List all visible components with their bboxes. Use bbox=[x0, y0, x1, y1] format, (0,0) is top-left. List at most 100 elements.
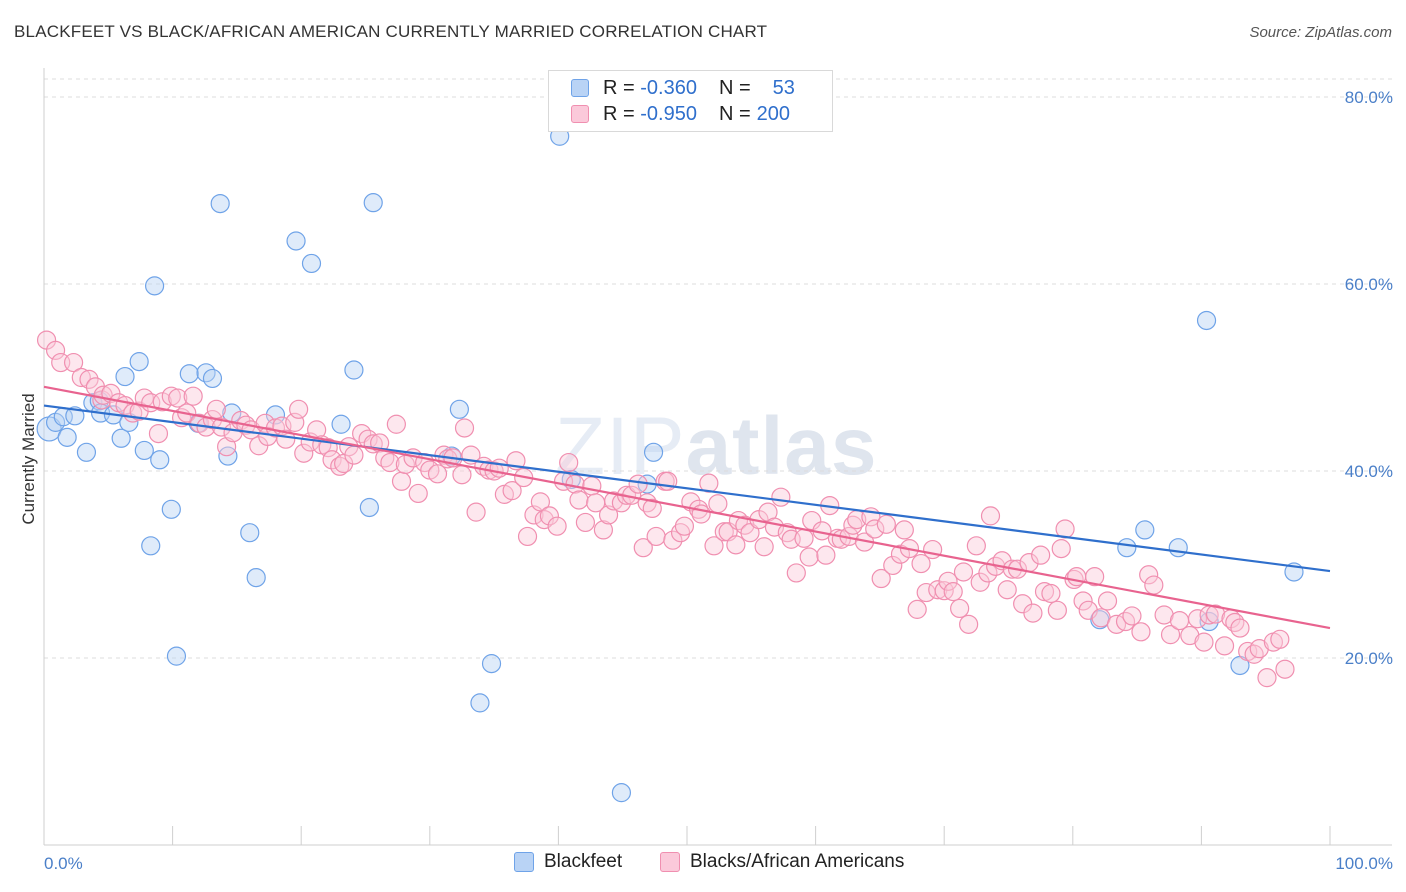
black-african-american-point bbox=[148, 424, 169, 444]
blackfeet-point bbox=[179, 364, 199, 384]
legend-row-blackfeet: R = -0.360 N = 53 bbox=[571, 76, 795, 100]
black-african-american-point bbox=[997, 580, 1017, 600]
watermark-zip: ZIP bbox=[555, 401, 686, 492]
black-african-american-point bbox=[539, 506, 559, 526]
black-african-american-point bbox=[771, 487, 791, 507]
blackfeet-point bbox=[643, 442, 664, 462]
black-african-american-point bbox=[794, 528, 814, 548]
black-african-american-point bbox=[1073, 591, 1093, 611]
black-african-american-point bbox=[217, 437, 237, 457]
black-african-american-point bbox=[894, 520, 914, 540]
black-african-american-point bbox=[802, 510, 822, 531]
black-african-american-point bbox=[71, 367, 91, 388]
trend-lines bbox=[43, 385, 1331, 630]
blackfeet-point bbox=[144, 276, 165, 296]
black-african-american-point bbox=[1131, 622, 1151, 642]
black-african-american-point bbox=[1097, 591, 1118, 611]
blackfeet-point bbox=[240, 523, 260, 543]
legend-n-value: 53 bbox=[772, 76, 795, 99]
black-african-american-point bbox=[911, 553, 931, 574]
blackfeet-point bbox=[301, 253, 322, 274]
blackfeet-point bbox=[1117, 538, 1137, 558]
black-african-american-point bbox=[1225, 612, 1245, 633]
black-african-american-point bbox=[161, 386, 181, 406]
black-african-american-point bbox=[876, 514, 896, 534]
blackfeet-point bbox=[449, 399, 469, 419]
black-african-american-point bbox=[1122, 606, 1142, 626]
blackfeet-point bbox=[76, 442, 97, 462]
black-african-american-point bbox=[1085, 567, 1105, 587]
black-african-american-point bbox=[152, 392, 172, 412]
black-african-american-point bbox=[168, 388, 188, 408]
black-african-american-point bbox=[1041, 583, 1061, 604]
black-african-american-point bbox=[1194, 632, 1214, 652]
black-african-american-point bbox=[391, 471, 412, 491]
black-african-american-point bbox=[1257, 668, 1277, 688]
y-tick-label: 60.0% bbox=[1345, 275, 1393, 294]
black-african-american-point bbox=[183, 386, 203, 406]
black-african-american-point bbox=[1034, 582, 1055, 602]
black-african-american-point bbox=[466, 502, 486, 522]
black-african-american-point bbox=[1214, 636, 1235, 656]
black-african-american-point bbox=[704, 536, 724, 556]
black-african-american-point bbox=[1160, 625, 1181, 645]
legend-r-label: R = bbox=[603, 76, 635, 99]
blackfeet-point bbox=[611, 783, 632, 803]
black-african-american-point bbox=[454, 418, 475, 438]
blackfeet-point bbox=[286, 231, 306, 251]
blackfeet-point bbox=[344, 360, 364, 380]
black-african-american-point bbox=[663, 530, 683, 550]
black-african-american-point bbox=[206, 399, 226, 419]
black-african-american-point bbox=[959, 614, 979, 634]
pink-swatch bbox=[660, 852, 680, 872]
black-african-american-point bbox=[575, 512, 596, 533]
blackfeet-point bbox=[1168, 538, 1188, 558]
black-african-american-point bbox=[799, 547, 819, 567]
blackfeet-point bbox=[246, 567, 266, 588]
black-african-american-point bbox=[646, 526, 666, 547]
black-african-american-point bbox=[1205, 604, 1226, 624]
legend-row-black-african-american: R = -0.950 N = 200 bbox=[571, 102, 790, 126]
y-axis-title: Currently Married bbox=[19, 393, 38, 524]
black-african-american-point bbox=[950, 598, 970, 619]
legend-n-value: 200 bbox=[756, 102, 791, 125]
black-african-american-point bbox=[966, 536, 986, 556]
black-african-american-point bbox=[740, 523, 760, 543]
black-african-american-point bbox=[890, 544, 911, 564]
y-tick-label: 20.0% bbox=[1345, 649, 1393, 668]
blackfeet-point bbox=[129, 352, 149, 372]
black-african-american-point bbox=[754, 537, 774, 557]
blackfeet-point bbox=[481, 654, 502, 674]
chart-title: BLACKFEET VS BLACK/AFRICAN AMERICAN CURR… bbox=[14, 22, 768, 41]
legend-r-label: R = bbox=[603, 102, 635, 125]
axes bbox=[43, 68, 1392, 846]
blackfeet-point bbox=[115, 366, 135, 387]
legend-r-value: -0.360 bbox=[640, 76, 697, 99]
black-african-american-point bbox=[386, 414, 406, 434]
black-african-american-point bbox=[1244, 644, 1264, 664]
black-african-american-point bbox=[708, 494, 728, 514]
blackfeet-point bbox=[111, 428, 131, 448]
black-african-american-point bbox=[593, 520, 614, 540]
black-african-american-point bbox=[1067, 567, 1087, 587]
black-african-american-point bbox=[786, 563, 806, 583]
black-african-american-point bbox=[883, 555, 903, 576]
blackfeet-point bbox=[202, 368, 223, 389]
black-african-american-point bbox=[63, 352, 84, 373]
black-african-american-point bbox=[582, 476, 602, 496]
legend-n-label: N = bbox=[718, 76, 751, 99]
black-african-american-point bbox=[408, 483, 428, 504]
y-tick-label: 80.0% bbox=[1345, 88, 1393, 107]
black-african-american-trend-line bbox=[43, 385, 1331, 630]
black-african-american-point bbox=[276, 429, 296, 449]
black-african-american-point bbox=[633, 538, 653, 558]
black-african-american-point bbox=[674, 516, 695, 536]
y-tick-label: 40.0% bbox=[1345, 462, 1393, 481]
black-african-american-points bbox=[36, 330, 1295, 688]
black-african-american-point bbox=[517, 526, 538, 547]
black-african-american-point bbox=[565, 474, 585, 494]
blackfeet-point bbox=[331, 414, 351, 434]
black-african-american-point bbox=[1144, 575, 1164, 595]
x-tick-label: 0.0% bbox=[44, 854, 83, 873]
